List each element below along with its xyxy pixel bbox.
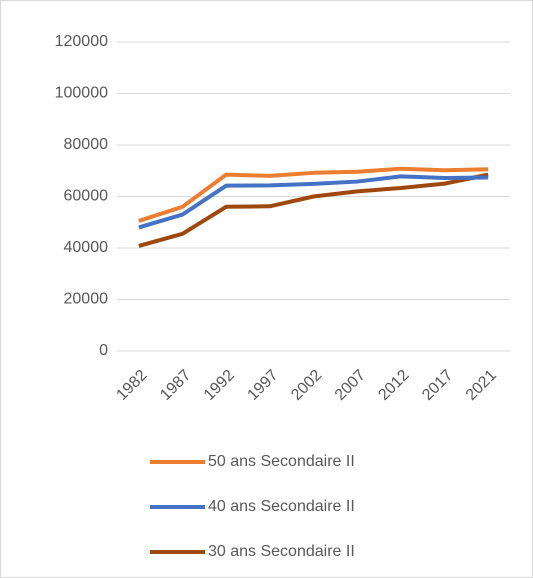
series-line: [138, 174, 489, 230]
legend-label: 40 ans Secondaire II: [208, 498, 355, 515]
y-tick-label: 60000: [64, 188, 109, 205]
y-tick-label: 80000: [64, 136, 109, 153]
legend-label: 30 ans Secondaire II: [208, 543, 355, 560]
series-line: [138, 172, 489, 248]
y-tick-label: 20000: [64, 291, 109, 308]
y-tick-label: 100000: [55, 85, 108, 102]
legend-label: 50 ans Secondaire II: [208, 453, 355, 470]
y-tick-label: 120000: [55, 33, 108, 50]
y-tick-label: 40000: [64, 239, 109, 256]
series-line: [138, 166, 489, 223]
y-tick-label: 0: [99, 342, 108, 359]
